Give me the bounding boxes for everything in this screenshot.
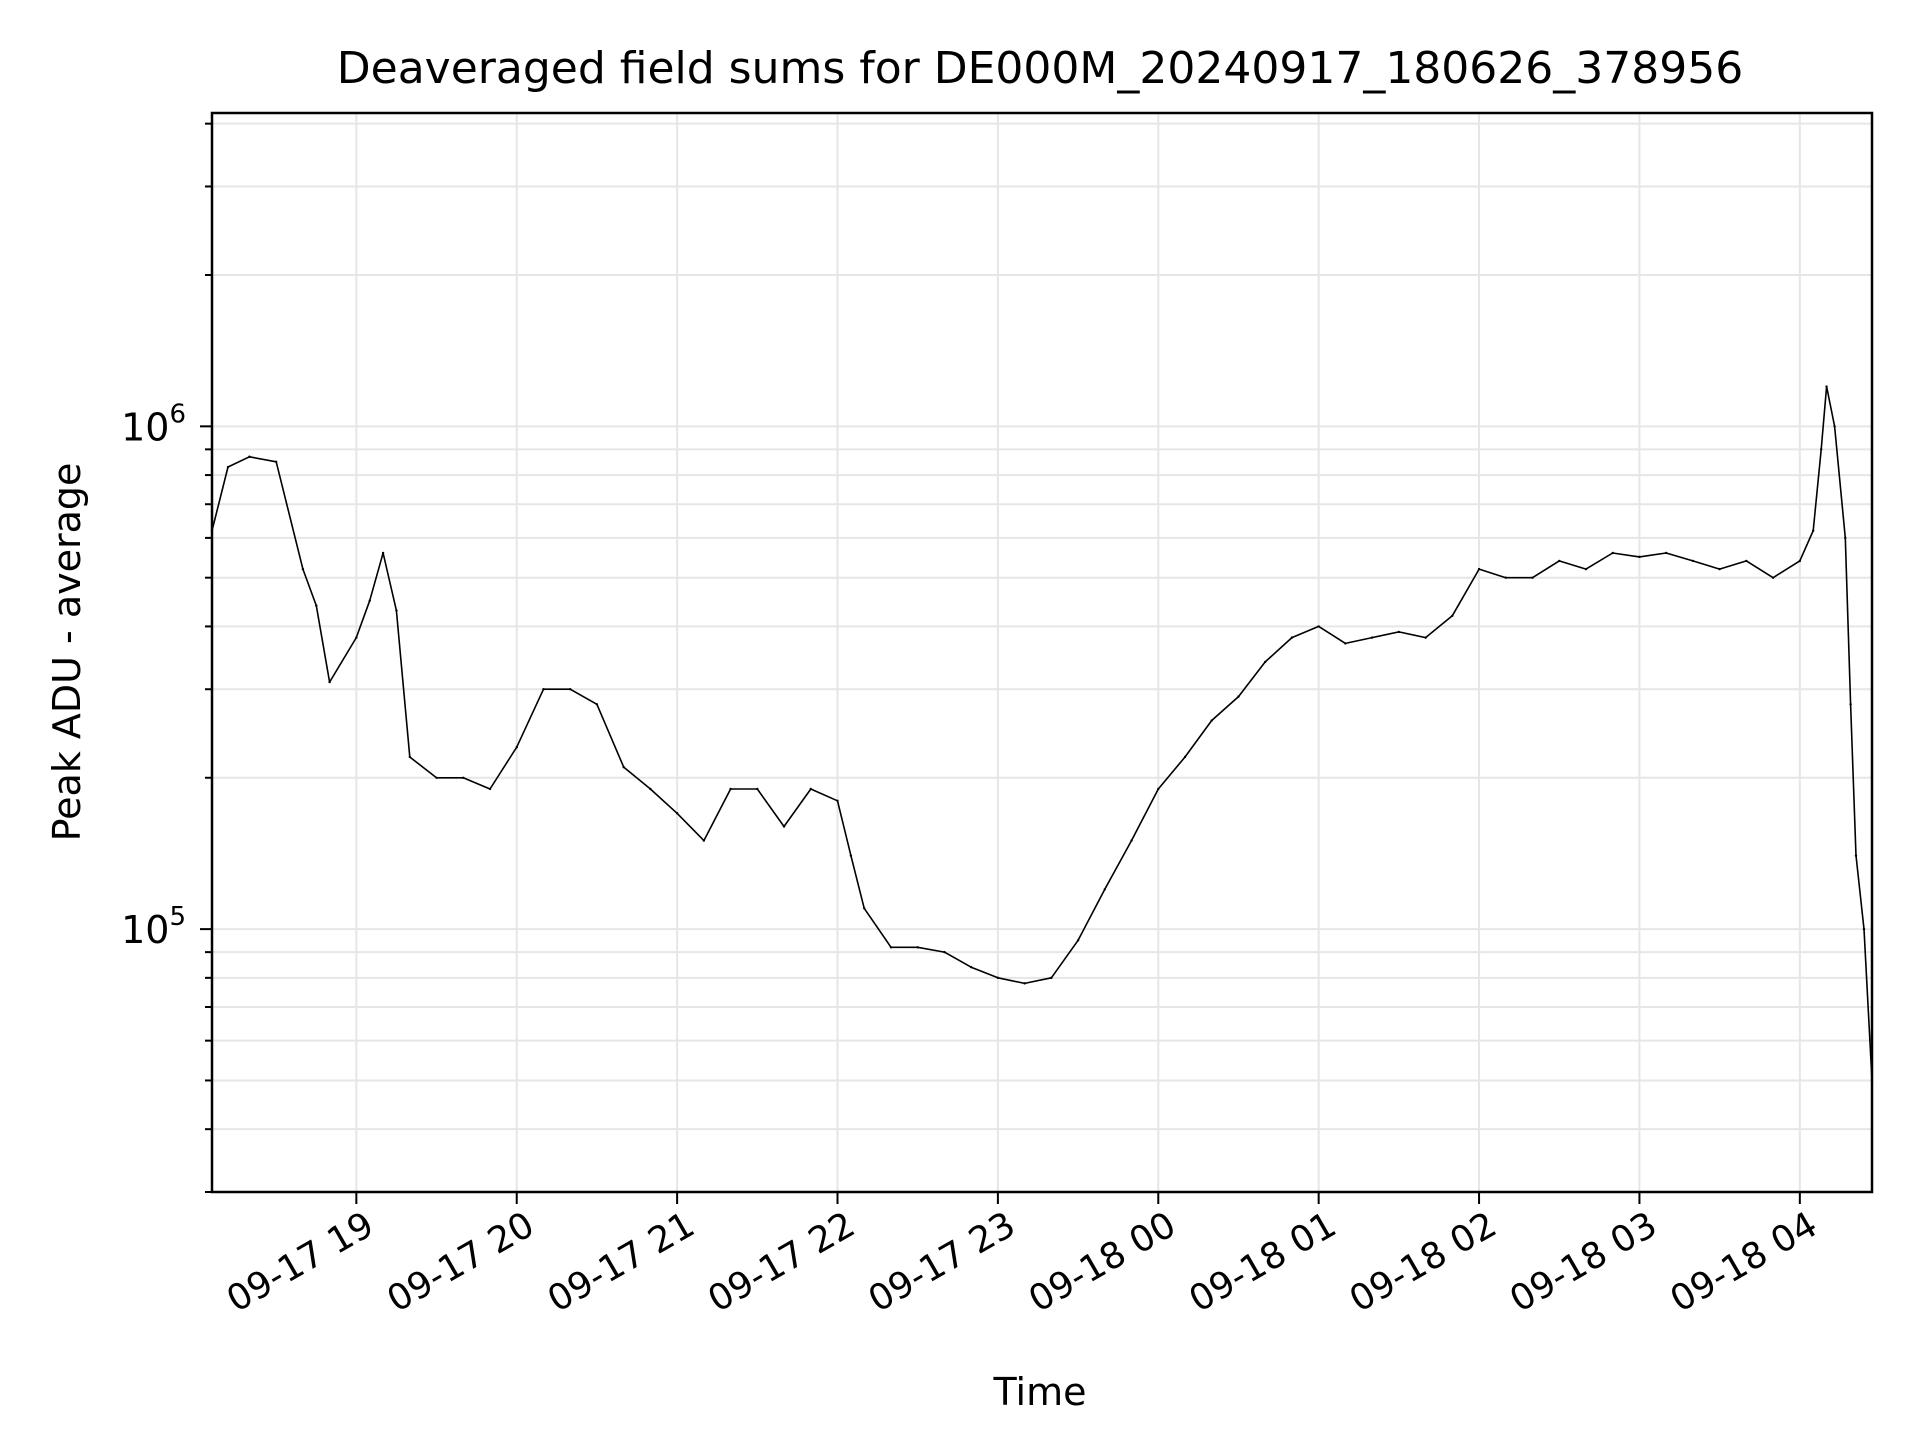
data-point (1237, 695, 1240, 698)
data-point (1183, 755, 1187, 759)
data-point (1825, 385, 1828, 388)
data-point (1611, 551, 1614, 555)
data-point (1451, 614, 1454, 617)
data-point (355, 636, 358, 639)
data-point (226, 465, 230, 469)
data-point (1820, 448, 1823, 451)
data-point (381, 551, 385, 555)
data-point (1862, 927, 1866, 931)
data-point (395, 609, 398, 612)
data-point (1638, 555, 1641, 559)
data-point (836, 799, 839, 802)
data-point (274, 460, 278, 464)
data-point (568, 688, 572, 691)
data-point (1477, 567, 1481, 571)
data-point (969, 965, 973, 969)
data-point (1130, 839, 1133, 842)
data-point (1317, 625, 1320, 628)
data-point (996, 976, 1000, 980)
data-point (889, 946, 893, 949)
y-tick-label: 105 (121, 902, 186, 952)
data-point (1584, 567, 1588, 571)
data-point (1076, 939, 1080, 942)
data-point (248, 455, 251, 458)
chart-title: Deaveraged field sums for DE000M_2024091… (337, 43, 1744, 94)
plot-area (210, 385, 1874, 1082)
data-point (488, 787, 492, 791)
data-point (435, 776, 438, 779)
data-point (809, 787, 812, 791)
data-point (301, 567, 305, 571)
data-point (1157, 787, 1160, 791)
data-point (315, 604, 318, 607)
data-point (1103, 888, 1107, 891)
data-point (368, 599, 371, 602)
data-point (1210, 719, 1213, 722)
x-axis-label: Time (993, 1370, 1087, 1414)
data-point (702, 839, 706, 842)
data-point (1504, 576, 1507, 579)
data-point (1833, 425, 1836, 428)
data-point (1023, 982, 1026, 985)
data-point (1558, 559, 1561, 563)
data-point (1531, 576, 1534, 579)
data-point (1397, 630, 1401, 634)
data-point (675, 812, 679, 815)
data-point (1849, 703, 1852, 706)
data-point (1718, 567, 1721, 571)
data-point (1664, 551, 1668, 555)
data-point (943, 950, 946, 954)
data-point (462, 776, 465, 779)
data-point (595, 703, 599, 706)
series-line (211, 385, 1873, 1081)
axes-frame (210, 111, 1874, 1194)
data-point (1771, 576, 1775, 579)
data-point (1290, 636, 1294, 639)
grid (212, 113, 1872, 1193)
data-point (1424, 636, 1427, 639)
y-tick-label: 106 (121, 399, 186, 449)
data-point (1811, 529, 1815, 532)
data-point (1691, 559, 1695, 563)
data-point (756, 787, 759, 791)
data-point (863, 907, 866, 910)
data-point (649, 787, 652, 791)
data-point (542, 688, 545, 691)
data-point (916, 946, 919, 949)
data-point (1264, 660, 1267, 664)
data-point (1344, 642, 1347, 645)
data-point (622, 765, 625, 769)
data-point (408, 755, 412, 759)
data-point (782, 825, 786, 828)
data-point (1854, 854, 1858, 857)
y-axis-label: Peak ADU - average (45, 463, 89, 842)
data-point (1844, 536, 1847, 540)
data-point (328, 680, 331, 684)
data-point (729, 787, 732, 791)
data-point (849, 854, 853, 857)
data-point (1798, 559, 1802, 563)
data-point (1745, 559, 1748, 563)
data-point (1370, 636, 1374, 639)
data-point (1050, 976, 1053, 980)
data-point (515, 746, 518, 749)
